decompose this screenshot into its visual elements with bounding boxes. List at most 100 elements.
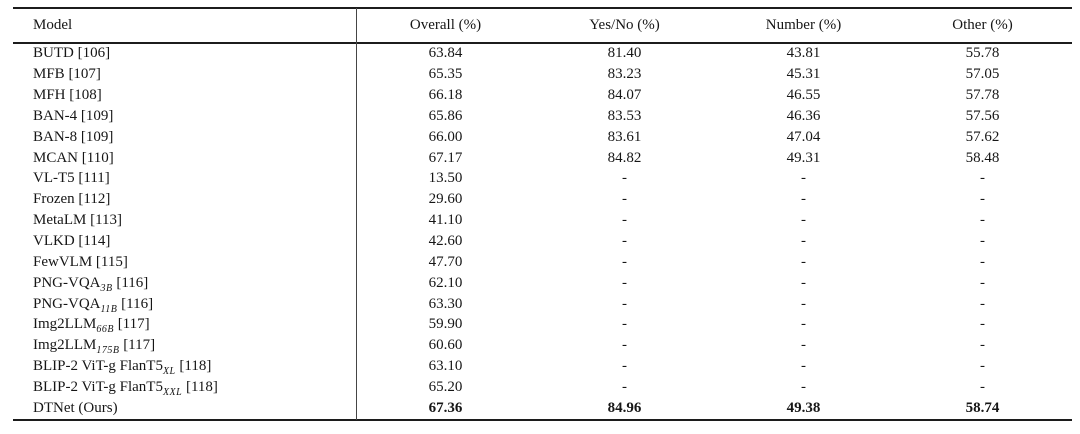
value-cell: - [980, 212, 985, 229]
value-cell: 46.55 [786, 87, 821, 104]
value-cell: - [801, 295, 806, 312]
table-row: MCAN [110] 67.17 84.82 49.31 58.48 [13, 148, 1072, 169]
table-row: VL-T5 [111] 13.50 - - - [13, 169, 1072, 190]
value-cell: - [980, 233, 985, 250]
value-cell: 59.90 [428, 316, 463, 333]
value-cell: - [980, 191, 985, 208]
model-cell: BLIP-2 ViT-g FlanT5XL [118] [33, 358, 212, 378]
model-subscript: XXL [162, 386, 183, 398]
table-body: BUTD [106] 63.84 81.40 43.81 55.78 MFB [107] 6… [13, 44, 1072, 419]
value-cell: 47.04 [786, 128, 821, 145]
table-row: DTNet (Ours) 67.36 84.96 49.38 58.74 [13, 398, 1072, 419]
value-cell: 67.17 [428, 149, 463, 166]
value-cell: - [980, 295, 985, 312]
value-cell: 63.30 [428, 295, 463, 312]
value-cell: 60.60 [428, 337, 463, 354]
value-cell: 57.56 [965, 107, 1000, 124]
value-cell: - [622, 316, 627, 333]
table-row: Frozen [112] 29.60 - - - [13, 189, 1072, 210]
value-cell: - [622, 337, 627, 354]
value-cell: 84.96 [607, 399, 642, 416]
table-row: Img2LLM66B [117] 59.90 - - - [13, 314, 1072, 335]
table-row: BLIP-2 ViT-g FlanT5XL [118] 63.10 - - - [13, 356, 1072, 377]
value-cell: 49.31 [786, 149, 821, 166]
column-header-overall: Overall (%) [409, 17, 482, 33]
value-cell: 83.61 [607, 128, 642, 145]
value-cell: - [622, 358, 627, 375]
table-row: MetaLM [113] 41.10 - - - [13, 210, 1072, 231]
model-subscript: 66B [96, 324, 114, 336]
value-cell: 13.50 [428, 170, 463, 187]
value-cell: 55.78 [965, 45, 1000, 62]
value-cell: - [801, 212, 806, 229]
table-row: MFB [107] 65.35 83.23 45.31 57.05 [13, 64, 1072, 85]
top-rule [13, 7, 1072, 9]
bottom-rule [13, 418, 1072, 422]
value-cell: - [980, 253, 985, 270]
value-cell: - [980, 316, 985, 333]
value-cell: 58.74 [965, 399, 1000, 416]
value-cell: 83.23 [607, 66, 642, 83]
table-row: Img2LLM175B [117] 60.60 - - - [13, 335, 1072, 356]
value-cell: 29.60 [428, 191, 463, 208]
value-cell: 49.38 [786, 399, 821, 416]
model-subscript: 3B [100, 282, 113, 294]
value-cell: - [622, 274, 627, 291]
table-row: MFH [108] 66.18 84.07 46.55 57.78 [13, 85, 1072, 106]
value-cell: - [801, 337, 806, 354]
value-cell: - [980, 170, 985, 187]
model-cell: Frozen [112] [33, 191, 111, 208]
table-row: BAN-8 [109] 66.00 83.61 47.04 57.62 [13, 127, 1072, 148]
table-row: VLKD [114] 42.60 - - - [13, 231, 1072, 252]
model-subscript: 175B [96, 345, 120, 357]
table-row: FewVLM [115] 47.70 - - - [13, 252, 1072, 273]
table-row: BAN-4 [109] 65.86 83.53 46.36 57.56 [13, 106, 1072, 127]
model-cell: VL-T5 [111] [33, 170, 110, 187]
value-cell: - [801, 233, 806, 250]
value-cell: 43.81 [786, 45, 821, 62]
model-cell: FewVLM [115] [33, 253, 128, 270]
value-cell: 65.86 [428, 107, 463, 124]
value-cell: - [622, 233, 627, 250]
column-header-other: Other (%) [952, 17, 1013, 33]
value-cell: 65.35 [428, 66, 463, 83]
value-cell: 83.53 [607, 107, 642, 124]
value-cell: 58.48 [965, 149, 1000, 166]
model-cell: BUTD [106] [33, 45, 111, 62]
value-cell: 84.07 [607, 87, 642, 104]
results-table: Model Overall (%) Yes/No (%) Number (%) … [13, 7, 1072, 422]
model-cell: DTNet (Ours) [33, 399, 118, 416]
value-cell: - [801, 316, 806, 333]
model-cell: BLIP-2 ViT-g FlanT5XXL [118] [33, 378, 218, 398]
value-cell: 57.05 [965, 66, 1000, 83]
value-cell: 57.62 [965, 128, 1000, 145]
model-cell: Img2LLM175B [117] [33, 337, 156, 357]
value-cell: 47.70 [428, 253, 463, 270]
value-cell: 66.00 [428, 128, 463, 145]
value-cell: - [622, 170, 627, 187]
column-header-model: Model [33, 17, 73, 33]
table-row: PNG-VQA11B [116] 63.30 - - - [13, 294, 1072, 315]
value-cell: - [622, 295, 627, 312]
header-rule [13, 42, 1072, 44]
model-cell: MFH [108] [33, 87, 102, 104]
model-cell: PNG-VQA11B [116] [33, 295, 154, 315]
table-header-row: Model Overall (%) Yes/No (%) Number (%) … [13, 9, 1072, 42]
model-subscript: 11B [100, 303, 118, 315]
column-header-yesno: Yes/No (%) [589, 17, 660, 33]
value-cell: - [801, 358, 806, 375]
model-cell: PNG-VQA3B [116] [33, 274, 149, 294]
value-cell: 46.36 [786, 107, 821, 124]
value-cell: 84.82 [607, 149, 642, 166]
value-cell: - [801, 191, 806, 208]
value-cell: - [801, 170, 806, 187]
model-cell: BAN-8 [109] [33, 128, 114, 145]
value-cell: - [980, 378, 985, 395]
value-cell: - [801, 253, 806, 270]
value-cell: - [622, 191, 627, 208]
value-cell: 62.10 [428, 274, 463, 291]
model-cell: MCAN [110] [33, 149, 114, 166]
model-cell: VLKD [114] [33, 233, 111, 250]
model-cell: MFB [107] [33, 66, 101, 83]
